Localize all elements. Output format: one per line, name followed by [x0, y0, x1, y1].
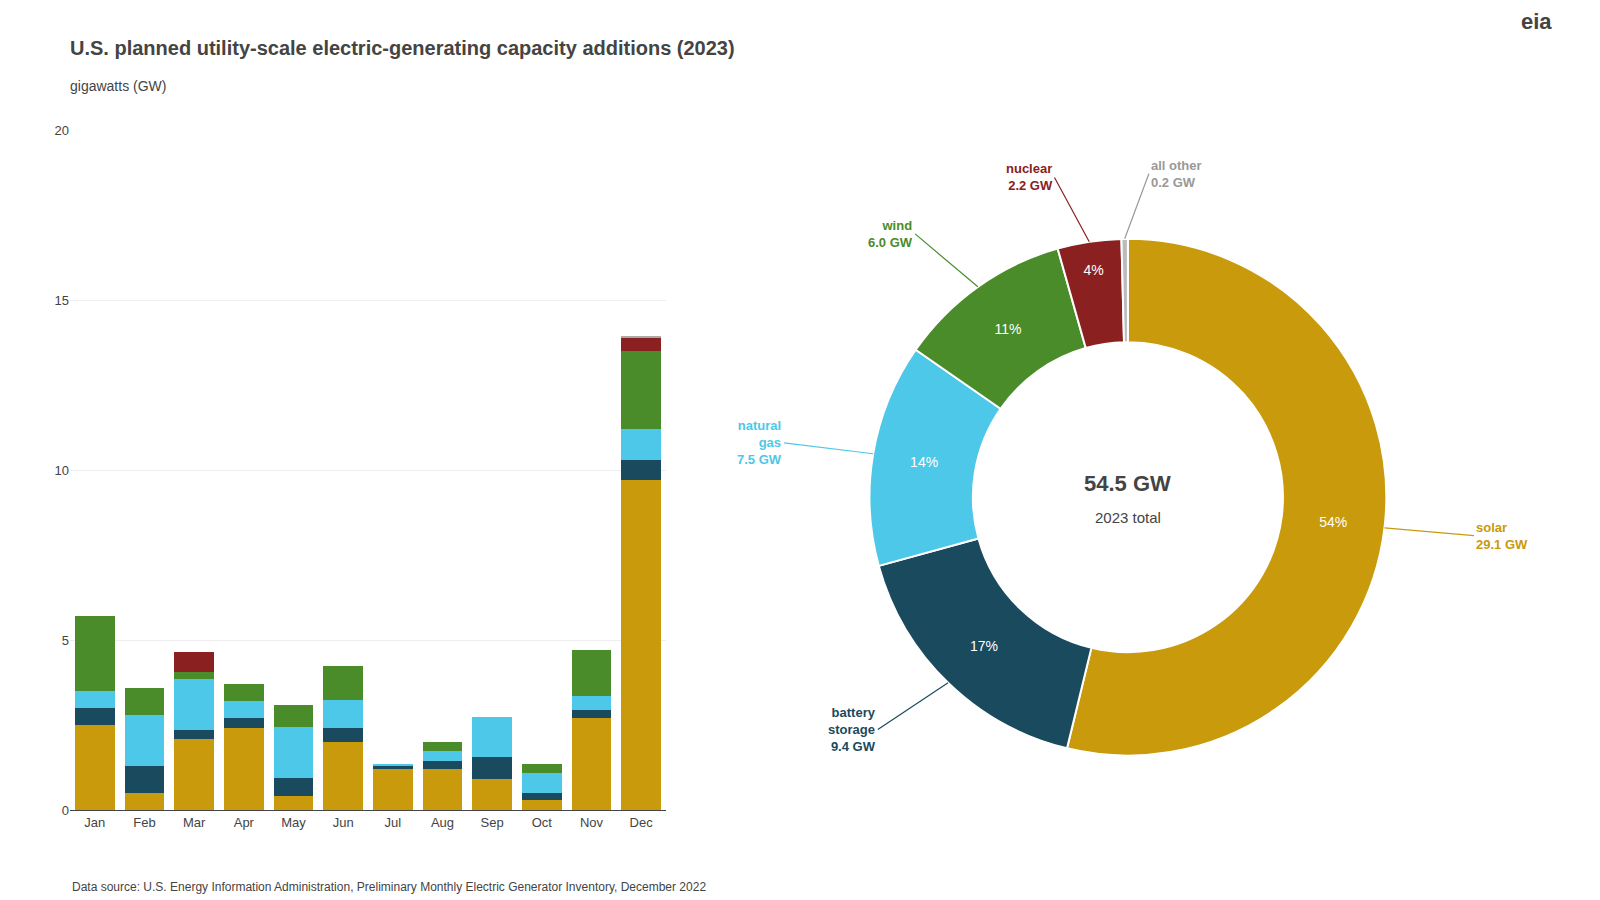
- svg-text:Jul: Jul: [385, 815, 402, 830]
- svg-text:10: 10: [55, 463, 69, 478]
- svg-text:5: 5: [62, 633, 69, 648]
- svg-text:naturalgas7.5 GW: naturalgas7.5 GW: [737, 418, 782, 467]
- svg-text:2023 total: 2023 total: [1095, 509, 1161, 526]
- svg-text:11%: 11%: [994, 321, 1021, 337]
- svg-text:all other0.2 GW: all other0.2 GW: [1151, 158, 1202, 190]
- svg-text:Feb: Feb: [133, 815, 155, 830]
- svg-text:4%: 4%: [1083, 262, 1103, 278]
- svg-text:Data source: U.S. Energy Infor: Data source: U.S. Energy Information Adm…: [72, 880, 706, 894]
- svg-text:Apr: Apr: [234, 815, 255, 830]
- svg-text:Nov: Nov: [580, 815, 604, 830]
- svg-text:0: 0: [62, 803, 69, 818]
- svg-text:15: 15: [55, 293, 69, 308]
- svg-text:Oct: Oct: [532, 815, 553, 830]
- svg-text:Aug: Aug: [431, 815, 454, 830]
- svg-text:Mar: Mar: [183, 815, 206, 830]
- svg-text:20: 20: [55, 123, 69, 138]
- svg-text:May: May: [281, 815, 306, 830]
- svg-text:54%: 54%: [1319, 514, 1347, 530]
- svg-text:Sep: Sep: [481, 815, 504, 830]
- svg-text:17%: 17%: [970, 638, 998, 654]
- svg-text:eia: eia: [1521, 9, 1552, 34]
- svg-text:U.S. planned utility-scale ele: U.S. planned utility-scale electric-gene…: [70, 37, 735, 59]
- svg-text:54.5 GW: 54.5 GW: [1084, 471, 1171, 496]
- svg-text:solar29.1 GW: solar29.1 GW: [1476, 520, 1528, 552]
- svg-text:Jan: Jan: [84, 815, 105, 830]
- svg-text:14%: 14%: [910, 454, 938, 470]
- svg-text:batterystorage9.4 GW: batterystorage9.4 GW: [828, 705, 876, 754]
- svg-text:nuclear2.2 GW: nuclear2.2 GW: [1006, 161, 1053, 193]
- svg-text:Jun: Jun: [333, 815, 354, 830]
- svg-text:Dec: Dec: [630, 815, 654, 830]
- svg-text:gigawatts (GW): gigawatts (GW): [70, 78, 166, 94]
- svg-text:wind6.0 GW: wind6.0 GW: [868, 218, 913, 250]
